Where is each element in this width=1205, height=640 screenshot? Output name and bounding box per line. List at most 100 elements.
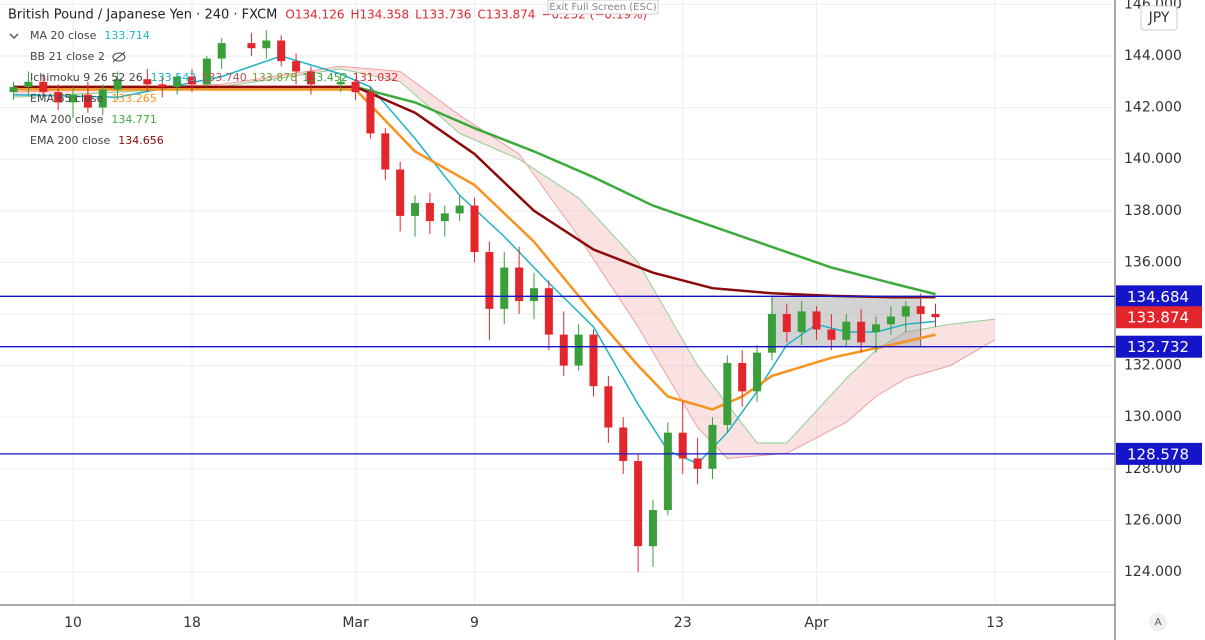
ichimoku-span [13,68,996,444]
candle-body [336,81,345,85]
candle-body [366,92,375,134]
auto-scale-label[interactable]: A [1155,617,1162,628]
price-badge [1116,442,1202,465]
y-tick-label: 138.000 [1124,203,1182,219]
candle-body [678,432,687,459]
candle-body [901,306,910,317]
fullscreen-hint-box[interactable] [547,0,659,15]
axes: 124.000126.000128.000130.000132.000134.0… [64,0,1202,631]
auto-scale-button[interactable] [1149,613,1167,631]
candle-body [723,363,732,425]
grid [0,0,1115,605]
legend-value: 133.714 [104,29,150,42]
indicator-line [355,85,936,296]
y-tick-label: 124.000 [1124,564,1182,580]
candle-body [351,81,360,93]
candle-body [9,86,18,93]
candle-body [604,386,613,428]
legend-name[interactable]: BB 21 close 2 [30,50,105,63]
legend-name[interactable]: MA 20 close [30,29,97,42]
candle-body [619,427,628,462]
candle-body [247,43,256,49]
candle-body [693,458,702,469]
candle-body [931,313,940,318]
legend-value: 133.878 [252,71,298,84]
candle-body [589,334,598,387]
candle-body [767,313,776,353]
candle-body [634,461,643,547]
hidden-icon[interactable] [112,51,126,63]
candle-body [54,92,63,103]
ohlc-value: C133.874 [477,8,535,22]
candle-body [306,71,315,85]
candle-body [753,352,762,392]
candle-body [202,58,211,85]
candle-body [663,432,672,511]
candle-body [574,334,583,366]
candle-body [24,81,33,87]
currency-box[interactable] [1140,5,1178,31]
candle-body [872,324,881,333]
price-badge-label: 132.732 [1127,338,1189,356]
candle-body [782,313,791,333]
candle-body [173,76,182,87]
chart-title: British Pound / Japanese Yen · 240 · FXC… [8,8,277,23]
x-tick-label: Mar [342,615,369,631]
candle-body [277,40,286,62]
y-tick-label: 142.000 [1124,100,1182,116]
candle-body [39,81,48,93]
ichimoku-span [13,65,996,460]
candle-body [187,76,196,85]
candle-body [812,311,821,330]
legend-name[interactable]: EMA 200 close [30,134,111,147]
candle-body [381,133,390,170]
legend-name[interactable]: EMA 65 close [30,92,104,105]
y-tick-label: 126.000 [1124,512,1182,528]
candle-body [916,306,925,314]
candle-body [83,94,92,108]
candle-body [470,205,479,253]
candle-body [559,334,568,366]
candle-body [886,316,895,325]
candle-body [797,311,806,333]
y-tick-label: 136.000 [1124,254,1182,270]
candle-body [842,321,851,340]
price-badge-label: 128.578 [1127,445,1189,463]
legend-name[interactable]: Ichimoku 9 26 52 26 [30,71,143,84]
candle-body [113,79,122,90]
legend-value: 133.740 [201,71,247,84]
x-tick-label: 10 [64,615,82,631]
candle-body [500,267,509,309]
candle-body [98,89,107,108]
candle-body [411,203,420,216]
candle-body [648,510,657,547]
legend-collapse[interactable] [9,33,19,40]
price-badge [1116,285,1202,308]
candle-body [396,169,405,216]
y-tick-label: 140.000 [1124,151,1182,167]
time-axis-bg [0,605,1115,640]
price-badge-label: 134.684 [1127,288,1189,306]
x-tick-label: 18 [183,615,201,631]
candle-body [440,213,449,222]
price-badge-label: 133.874 [1127,309,1189,327]
fullscreen-hint[interactable]: Exit Full Screen (ESC) [549,2,657,13]
legend-value: 131.032 [353,71,399,84]
ohlc-value: H134.358 [350,8,409,22]
ohlc-value: O134.126 [285,8,344,22]
eye-slash [112,51,126,63]
candle-body [143,79,152,85]
candle-body [708,424,717,469]
candle-body [292,61,301,72]
candle-body [530,288,539,302]
candle-body [217,43,226,59]
legend-value: 133.265 [111,92,157,105]
legend-name[interactable]: MA 200 close [30,113,104,126]
eye [112,52,126,62]
candle-body [455,205,464,214]
candle-body [827,329,836,340]
legend-value: 133.452 [302,71,348,84]
currency[interactable]: JPY [1148,10,1170,26]
plot-area [0,30,1115,572]
